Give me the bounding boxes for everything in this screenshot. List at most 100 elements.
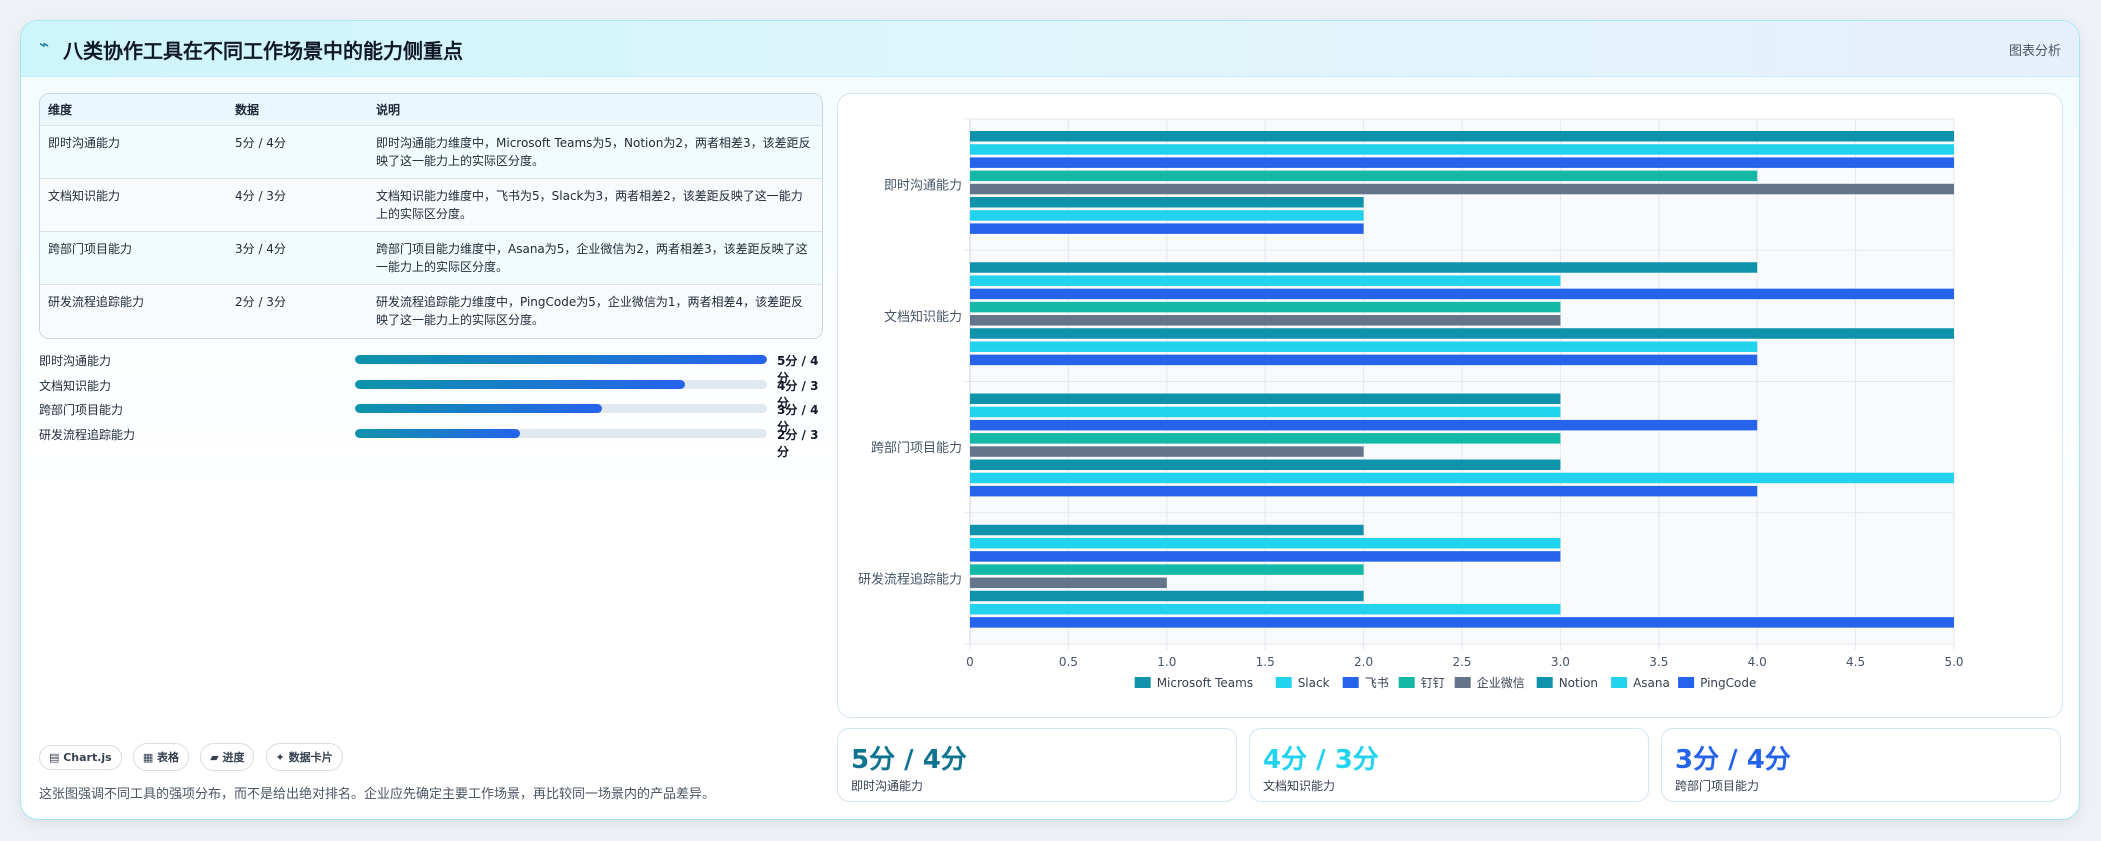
legend-swatch bbox=[1342, 677, 1359, 688]
bar bbox=[970, 210, 1364, 221]
progress-fill bbox=[355, 379, 685, 389]
legend-swatch bbox=[1454, 677, 1471, 688]
legend-label: Slack bbox=[1298, 676, 1330, 690]
cell-dimension: 研发流程追踪能力 bbox=[40, 283, 227, 337]
stat-card-3: 3分 / 4分 跨部门项目能力 bbox=[1661, 728, 2061, 802]
bar bbox=[970, 328, 1954, 339]
bar bbox=[970, 472, 1954, 484]
stat-caption: 跨部门项目能力 bbox=[1675, 779, 1760, 793]
y-tick-label: 即时沟通能力 bbox=[884, 179, 962, 194]
table-header-row: 维度 数据 说明 bbox=[40, 94, 822, 125]
progress-row: 即时沟通能力 5分 / 4分 bbox=[39, 349, 823, 385]
legend-swatch bbox=[1134, 677, 1151, 688]
legend-label: 企业微信 bbox=[1477, 675, 1525, 690]
column-header-data: 数据 bbox=[235, 102, 260, 117]
chart-panel: 0 0.5 1.0 1.5 2.0 2.5 3.0 3.5 4.0 4.5 5.0 即时沟通能力 文档知… bbox=[837, 93, 2063, 718]
bar bbox=[970, 524, 1364, 536]
y-tick-label: 研发流程追踪能力 bbox=[858, 571, 962, 587]
legend-label: 飞书 bbox=[1365, 676, 1389, 690]
bar bbox=[970, 433, 1561, 444]
cell-data: 5分 / 4分 bbox=[227, 124, 368, 178]
cell-description: 研发流程追踪能力维度中，PingCode为5，企业微信为1，两者相差4，该差距反… bbox=[368, 283, 822, 337]
progress-row: 研发流程追踪能力 2分 / 3分 bbox=[39, 423, 823, 459]
chip-table[interactable]: ▦ 表格 bbox=[132, 743, 190, 771]
main-card: ⌁ 八类协作工具在不同工作场景中的能力侧重点 图表分析 维度 数据 说明 即时沟… bbox=[20, 20, 2080, 820]
bar bbox=[970, 197, 1364, 208]
table-row: 跨部门项目能力 3分 / 4分 跨部门项目能力维度中，Asana为5，企业微信为… bbox=[40, 230, 822, 284]
bar bbox=[970, 315, 1561, 326]
chart-analysis-tag: 图表分析 bbox=[2008, 44, 2061, 59]
y-tick-label: 文档知识能力 bbox=[884, 309, 962, 325]
legend-swatch bbox=[1275, 677, 1292, 688]
bar bbox=[970, 446, 1364, 457]
progress-row: 文档知识能力 4分 / 3分 bbox=[39, 374, 823, 410]
progress-track bbox=[355, 379, 767, 389]
column-header-description: 说明 bbox=[376, 102, 401, 117]
table-row: 研发流程追踪能力 2分 / 3分 研发流程追踪能力维度中，PingCode为5，… bbox=[40, 283, 822, 337]
progress-label: 即时沟通能力 bbox=[39, 354, 112, 368]
cell-data: 4分 / 3分 bbox=[227, 177, 368, 231]
progress-track bbox=[355, 355, 767, 364]
legend-label: Microsoft Teams bbox=[1157, 676, 1253, 690]
data-table: 维度 数据 说明 即时沟通能力 5分 / 4分 即时沟通能力维度中，Micros… bbox=[39, 93, 823, 339]
bar bbox=[970, 485, 1758, 497]
stat-caption: 即时沟通能力 bbox=[851, 779, 924, 793]
bar bbox=[970, 223, 1364, 234]
column-header-dimension: 维度 bbox=[48, 102, 73, 117]
progress-fill bbox=[355, 428, 520, 438]
bar bbox=[970, 617, 1954, 628]
x-tick-label: 4.5 bbox=[1846, 655, 1865, 669]
progress-list: 即时沟通能力 5分 / 4分 文档知识能力 4分 / 3分 跨部门项目能力 3分… bbox=[39, 349, 823, 459]
bar-chart: 0 0.5 1.0 1.5 2.0 2.5 3.0 3.5 4.0 4.5 5.0 即时沟通能力文档知… bbox=[858, 118, 1964, 690]
progress-label: 研发流程追踪能力 bbox=[39, 427, 136, 442]
chip-chartjs[interactable]: ▤ Chart.js bbox=[39, 745, 122, 770]
progress-label: 文档知识能力 bbox=[39, 378, 112, 393]
stat-card-1: 5分 / 4分 即时沟通能力 bbox=[837, 728, 1237, 802]
bar bbox=[970, 170, 1758, 182]
x-tick-label: 0.5 bbox=[1059, 655, 1078, 669]
progress-track bbox=[355, 404, 767, 413]
legend-swatch bbox=[1536, 677, 1553, 688]
x-tick-label: 3.5 bbox=[1649, 655, 1668, 669]
y-tick-label: 跨部门项目能力 bbox=[871, 441, 962, 456]
bar bbox=[970, 419, 1758, 431]
header: ⌁ 八类协作工具在不同工作场景中的能力侧重点 图表分析 bbox=[21, 21, 2079, 77]
chip-progress[interactable]: ▰ 进度 bbox=[200, 743, 255, 771]
legend-swatch bbox=[1398, 677, 1415, 688]
x-tick-label: 1.5 bbox=[1256, 655, 1275, 669]
cell-dimension: 跨部门项目能力 bbox=[40, 230, 227, 284]
legend-label: Notion bbox=[1559, 676, 1598, 690]
bar bbox=[970, 537, 1561, 549]
stat-caption: 文档知识能力 bbox=[1263, 779, 1336, 793]
bar bbox=[970, 288, 1954, 300]
bar bbox=[970, 157, 1954, 168]
bar bbox=[970, 393, 1561, 404]
legend-label: 钉钉 bbox=[1421, 676, 1445, 690]
x-tick-label: 3.0 bbox=[1551, 655, 1570, 669]
feature-chips: ▤ Chart.js ▦ 表格 ▰ 进度 ✦ 数据卡片 bbox=[39, 743, 349, 771]
progress-label: 跨部门项目能力 bbox=[39, 403, 124, 417]
bar bbox=[970, 603, 1561, 615]
cell-data: 3分 / 4分 bbox=[227, 230, 368, 284]
progress-fill bbox=[355, 355, 767, 364]
bar bbox=[970, 301, 1561, 313]
legend-swatch bbox=[1611, 677, 1628, 688]
bar bbox=[970, 341, 1758, 352]
bar bbox=[970, 590, 1364, 602]
x-tick-label: 0 bbox=[966, 655, 974, 669]
x-tick-label: 5.0 bbox=[1944, 655, 1963, 669]
line-chart-icon: ⌁ bbox=[39, 35, 50, 55]
cell-dimension: 即时沟通能力 bbox=[40, 124, 227, 178]
bar bbox=[970, 459, 1561, 470]
stat-value: 3分 / 4分 bbox=[1675, 745, 1791, 775]
bar bbox=[970, 183, 1954, 195]
bar bbox=[970, 262, 1758, 273]
x-tick-label: 2.5 bbox=[1452, 655, 1471, 669]
progress-value: 3分 / 4分 bbox=[777, 403, 819, 434]
x-tick-label: 1.0 bbox=[1157, 655, 1176, 669]
table-row: 文档知识能力 4分 / 3分 文档知识能力维度中，飞书为5，Slack为3，两者… bbox=[40, 177, 822, 231]
legend-label: Asana bbox=[1633, 676, 1670, 690]
bar bbox=[970, 577, 1167, 589]
chip-data-card[interactable]: ✦ 数据卡片 bbox=[265, 743, 343, 771]
progress-value: 4分 / 3分 bbox=[777, 378, 819, 410]
